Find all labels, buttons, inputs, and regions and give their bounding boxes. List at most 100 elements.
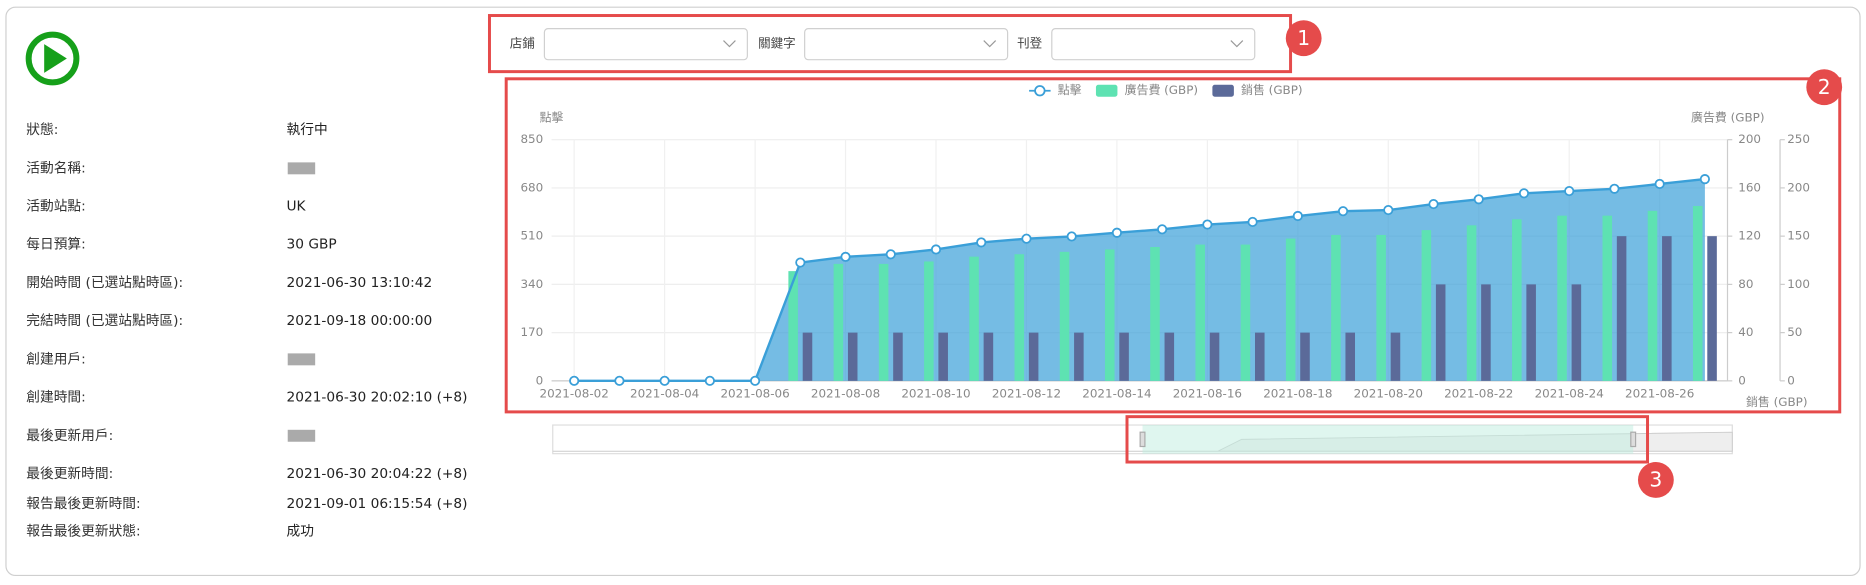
info-label: 活動名稱: bbox=[26, 160, 86, 176]
info-label: 開始時間 (已選站點時區): bbox=[26, 275, 183, 291]
point bbox=[795, 257, 806, 268]
annotation-badge bbox=[1285, 20, 1322, 57]
bar bbox=[983, 332, 994, 381]
y3-tick-label: 100 bbox=[1787, 277, 1810, 291]
point bbox=[750, 375, 761, 386]
point bbox=[1564, 185, 1575, 197]
info-value: 成功 bbox=[287, 523, 314, 539]
y2-tick-label: 120 bbox=[1738, 229, 1761, 243]
x-tick-label: 2021-08-16 bbox=[1173, 386, 1242, 400]
point bbox=[1654, 178, 1665, 190]
bar bbox=[1481, 284, 1491, 381]
info-value: 2021-09-01 06:15:54 (+8) bbox=[287, 496, 468, 512]
info-label: 創建時間: bbox=[26, 390, 86, 406]
bar bbox=[938, 332, 948, 381]
info-label: 狀態: bbox=[26, 122, 58, 138]
filter-select[interactable] bbox=[543, 28, 748, 61]
y2-tick-label: 80 bbox=[1738, 277, 1753, 291]
bar bbox=[1285, 238, 1296, 381]
x-tick-label: 2021-08-20 bbox=[1354, 386, 1423, 400]
bar bbox=[1512, 219, 1522, 381]
chart: 0 170 340 510 680 850 0 40 80 120 160 200 0 50 100 150 2… bbox=[520, 83, 1810, 409]
info-label: 完結時間 (已選站點時區): bbox=[26, 313, 183, 329]
bar bbox=[1602, 215, 1613, 381]
line bbox=[574, 177, 1706, 383]
bar bbox=[1376, 234, 1386, 381]
x-tick-label: 2021-08-08 bbox=[811, 386, 880, 400]
bar bbox=[1209, 332, 1220, 381]
y-tick-label: 680 bbox=[520, 180, 543, 194]
point bbox=[1383, 204, 1394, 216]
y-tick-label: 170 bbox=[520, 325, 543, 339]
x-tick-label: 2021-08-06 bbox=[720, 386, 789, 400]
x-tick-label: 2021-08-02 bbox=[540, 386, 609, 400]
filter-label: 關鍵字 bbox=[758, 36, 796, 51]
bar bbox=[1557, 215, 1567, 381]
bar bbox=[1164, 332, 1175, 381]
info-value: 執行中 bbox=[287, 122, 328, 138]
point bbox=[1111, 227, 1122, 238]
bar bbox=[1421, 230, 1432, 381]
y2-tick-label: 40 bbox=[1738, 325, 1753, 339]
bar bbox=[788, 271, 798, 381]
point bbox=[569, 375, 580, 386]
point bbox=[659, 375, 670, 386]
x-tick-label: 2021-08-10 bbox=[901, 386, 970, 400]
info-label: 最後更新時間: bbox=[26, 466, 113, 482]
bar bbox=[1300, 332, 1310, 381]
bar bbox=[833, 263, 844, 381]
info-value: 2021-06-30 20:04:22 (+8) bbox=[287, 466, 468, 482]
info-label: 創建用戶: bbox=[26, 351, 86, 367]
filter-select[interactable] bbox=[804, 28, 1009, 61]
legend-swatch[interactable] bbox=[1095, 84, 1118, 97]
point bbox=[840, 251, 851, 262]
bar bbox=[969, 256, 979, 381]
redacted bbox=[287, 162, 316, 175]
y-tick-label: 850 bbox=[520, 132, 543, 146]
annotation-badge bbox=[1806, 69, 1843, 106]
bar bbox=[1059, 251, 1070, 381]
bar bbox=[1571, 284, 1582, 381]
bar bbox=[1466, 225, 1477, 381]
legend-marker bbox=[1034, 85, 1046, 97]
point bbox=[1066, 231, 1077, 242]
filter-label: 店鋪 bbox=[510, 36, 535, 51]
bar bbox=[893, 332, 903, 381]
bar bbox=[878, 263, 889, 381]
bar bbox=[1014, 254, 1025, 381]
annotation-number: 1 bbox=[1297, 26, 1310, 50]
point bbox=[1202, 219, 1213, 230]
bar bbox=[1195, 244, 1205, 381]
y-tick-label: 0 bbox=[536, 373, 544, 387]
bar bbox=[847, 332, 858, 381]
legend-swatch[interactable] bbox=[1212, 84, 1234, 97]
filter-select[interactable] bbox=[1051, 28, 1256, 61]
y-tick-label: 340 bbox=[520, 277, 543, 291]
annotation-badge bbox=[1637, 462, 1674, 498]
annotation-number: 2 bbox=[1818, 75, 1831, 99]
select-arrow bbox=[983, 40, 997, 48]
point bbox=[614, 375, 625, 386]
bar bbox=[1662, 236, 1672, 381]
point bbox=[704, 375, 715, 386]
info-value: 2021-06-30 13:10:42 bbox=[287, 275, 433, 291]
data-zoom[interactable] bbox=[552, 424, 1733, 455]
bar bbox=[1345, 332, 1356, 381]
info-label: 每日預算: bbox=[26, 237, 86, 253]
bar bbox=[1435, 284, 1446, 381]
info-label: 報告最後更新狀態: bbox=[26, 523, 140, 539]
info-label: 活動站點: bbox=[26, 199, 86, 215]
bar bbox=[1331, 234, 1341, 381]
y3-tick-label: 0 bbox=[1787, 373, 1795, 387]
y2-axis-name: 廣告費 (GBP) bbox=[1691, 111, 1764, 125]
select-arrow bbox=[723, 40, 736, 48]
status-icon bbox=[25, 31, 80, 86]
redacted bbox=[287, 429, 316, 442]
bar bbox=[1254, 332, 1265, 381]
x-tick-label: 2021-08-22 bbox=[1444, 386, 1513, 400]
x-tick-label: 2021-08-12 bbox=[992, 386, 1061, 400]
select-arrow bbox=[1230, 40, 1244, 48]
y-tick-label: 510 bbox=[520, 229, 543, 243]
point bbox=[1247, 216, 1258, 228]
